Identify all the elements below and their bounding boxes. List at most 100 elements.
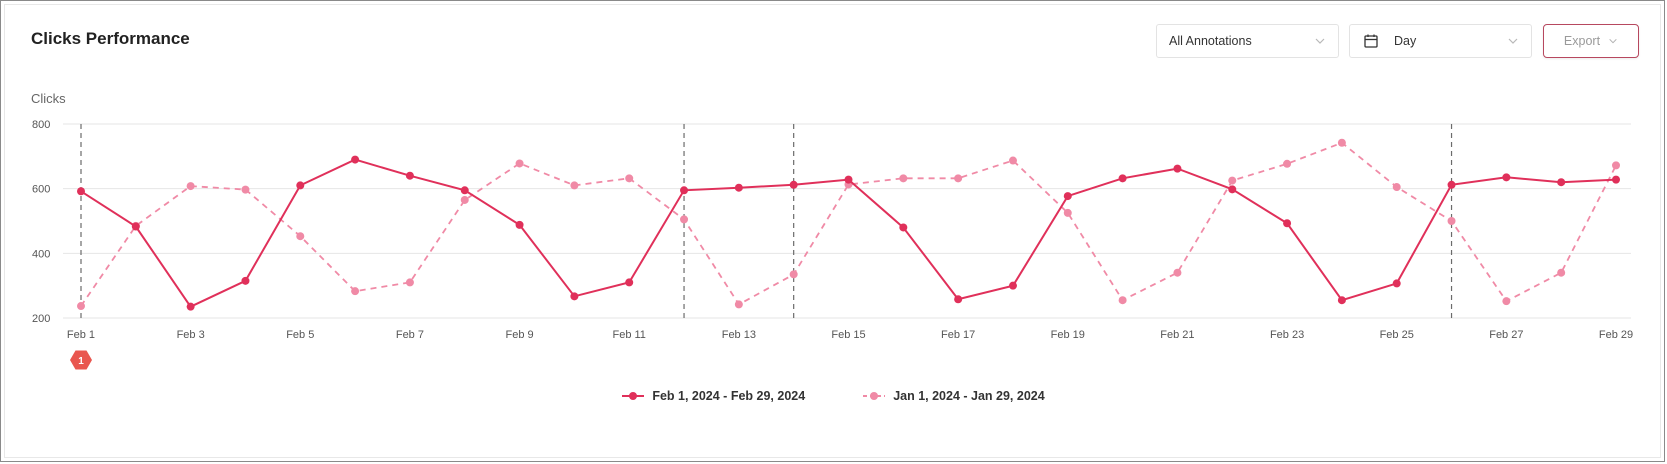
data-point-previous xyxy=(460,195,469,204)
annotations-select-value: All Annotations xyxy=(1169,34,1252,48)
x-tick-label: Feb 7 xyxy=(396,329,424,341)
data-point-current xyxy=(625,278,634,287)
data-point-current xyxy=(1612,175,1620,184)
data-point-current xyxy=(899,223,908,232)
legend-swatch-solid xyxy=(622,392,645,400)
y-tick-label: 600 xyxy=(32,184,50,196)
data-point-previous xyxy=(1173,268,1182,277)
x-tick-label: Feb 21 xyxy=(1160,329,1194,341)
data-point-previous xyxy=(351,287,360,296)
legend-item-previous[interactable]: Jan 1, 2024 - Jan 29, 2024 xyxy=(863,389,1045,403)
data-point-previous xyxy=(625,174,634,183)
clicks-performance-panel xyxy=(4,4,1661,458)
data-point-current xyxy=(844,175,853,184)
data-point-current xyxy=(186,302,195,311)
data-point-previous xyxy=(1283,159,1292,168)
data-point-current xyxy=(570,292,579,301)
annotation-badge-count: 1 xyxy=(78,356,84,367)
y-tick-label: 800 xyxy=(32,119,50,131)
x-tick-label: Feb 13 xyxy=(722,329,756,341)
export-button[interactable]: Export xyxy=(1543,24,1639,58)
data-point-previous xyxy=(515,159,524,168)
data-point-current xyxy=(131,222,140,231)
data-point-current xyxy=(1557,178,1566,187)
data-point-current xyxy=(1118,174,1127,183)
data-point-current xyxy=(460,186,469,195)
x-tick-label: Feb 19 xyxy=(1051,329,1085,341)
legend-swatch-dashed xyxy=(863,392,886,400)
data-point-current xyxy=(405,171,414,180)
data-point-current xyxy=(1173,164,1182,173)
data-point-current xyxy=(77,187,85,196)
data-point-previous xyxy=(1447,217,1456,225)
interval-select[interactable]: Day xyxy=(1349,24,1532,58)
data-point-current xyxy=(296,181,305,190)
x-tick-label: Feb 23 xyxy=(1270,329,1304,341)
annotations-select[interactable]: All Annotations xyxy=(1156,24,1339,58)
data-point-previous xyxy=(1557,268,1566,277)
interval-select-value: Day xyxy=(1394,34,1417,48)
series-line-previous xyxy=(80,141,1617,307)
data-point-current xyxy=(734,183,743,192)
x-tick-label: Feb 15 xyxy=(831,329,865,341)
data-point-previous xyxy=(1337,138,1346,147)
data-point-current xyxy=(241,276,250,285)
data-point-previous xyxy=(241,185,250,194)
data-point-previous xyxy=(570,181,579,190)
data-point-current xyxy=(351,155,360,164)
data-point-previous xyxy=(405,278,414,287)
x-tick-label: Feb 3 xyxy=(177,329,205,341)
chevron-down-icon xyxy=(1315,38,1325,44)
x-tick-label: Feb 5 xyxy=(286,329,314,341)
data-point-previous xyxy=(1063,208,1072,217)
data-point-current xyxy=(789,180,798,189)
data-point-current xyxy=(1502,173,1511,182)
data-point-previous xyxy=(186,182,195,191)
data-point-current xyxy=(1063,192,1072,201)
data-point-previous xyxy=(1118,296,1127,305)
x-tick-label: Feb 27 xyxy=(1489,329,1523,341)
data-point-previous xyxy=(680,215,689,224)
x-tick-label: Feb 11 xyxy=(612,329,645,341)
x-tick-label: Feb 17 xyxy=(941,329,975,341)
data-point-current xyxy=(1283,219,1292,228)
data-point-previous xyxy=(1612,161,1620,170)
data-point-current xyxy=(680,186,689,195)
chart-legend: Feb 1, 2024 - Feb 29, 2024 Jan 1, 2024 -… xyxy=(1,389,1666,403)
data-point-previous xyxy=(734,300,743,309)
y-tick-label: 200 xyxy=(32,313,50,325)
legend-item-current[interactable]: Feb 1, 2024 - Feb 29, 2024 xyxy=(622,389,805,403)
y-axis-title: Clicks xyxy=(31,91,66,106)
x-tick-label: Feb 25 xyxy=(1380,329,1414,341)
data-point-previous xyxy=(899,174,908,183)
data-point-current xyxy=(1447,180,1456,189)
data-point-previous xyxy=(1502,297,1511,306)
data-point-previous xyxy=(954,174,963,183)
page-title: Clicks Performance xyxy=(31,29,190,48)
data-point-previous xyxy=(296,232,305,241)
data-point-current xyxy=(954,295,963,304)
x-tick-label: Feb 29 xyxy=(1599,329,1633,341)
legend-label-previous: Jan 1, 2024 - Jan 29, 2024 xyxy=(893,389,1045,403)
legend-label-current: Feb 1, 2024 - Feb 29, 2024 xyxy=(652,389,806,403)
data-point-current xyxy=(1228,185,1237,194)
data-point-current xyxy=(1337,296,1346,305)
data-point-current xyxy=(515,220,524,229)
x-tick-label: Feb 1 xyxy=(67,329,95,341)
clicks-line-chart: Clicks 200 400 600 800 Feb 1 Feb 3 Feb 5 Feb 7 Fe… xyxy=(31,91,1633,370)
data-point-previous xyxy=(1008,156,1017,165)
calendar-icon xyxy=(1364,34,1378,48)
data-point-current xyxy=(1392,279,1401,288)
export-label: Export xyxy=(1563,34,1601,48)
data-point-current xyxy=(1008,281,1017,290)
data-point-previous xyxy=(77,302,85,311)
chevron-down-icon xyxy=(1508,38,1518,44)
x-tick-label: Feb 9 xyxy=(506,329,534,341)
data-point-previous xyxy=(789,270,798,279)
annotation-badge xyxy=(70,350,92,370)
y-tick-label: 400 xyxy=(32,248,50,260)
chevron-down-icon xyxy=(1609,38,1617,44)
data-point-previous xyxy=(1392,183,1401,192)
data-point-previous xyxy=(1228,176,1237,185)
